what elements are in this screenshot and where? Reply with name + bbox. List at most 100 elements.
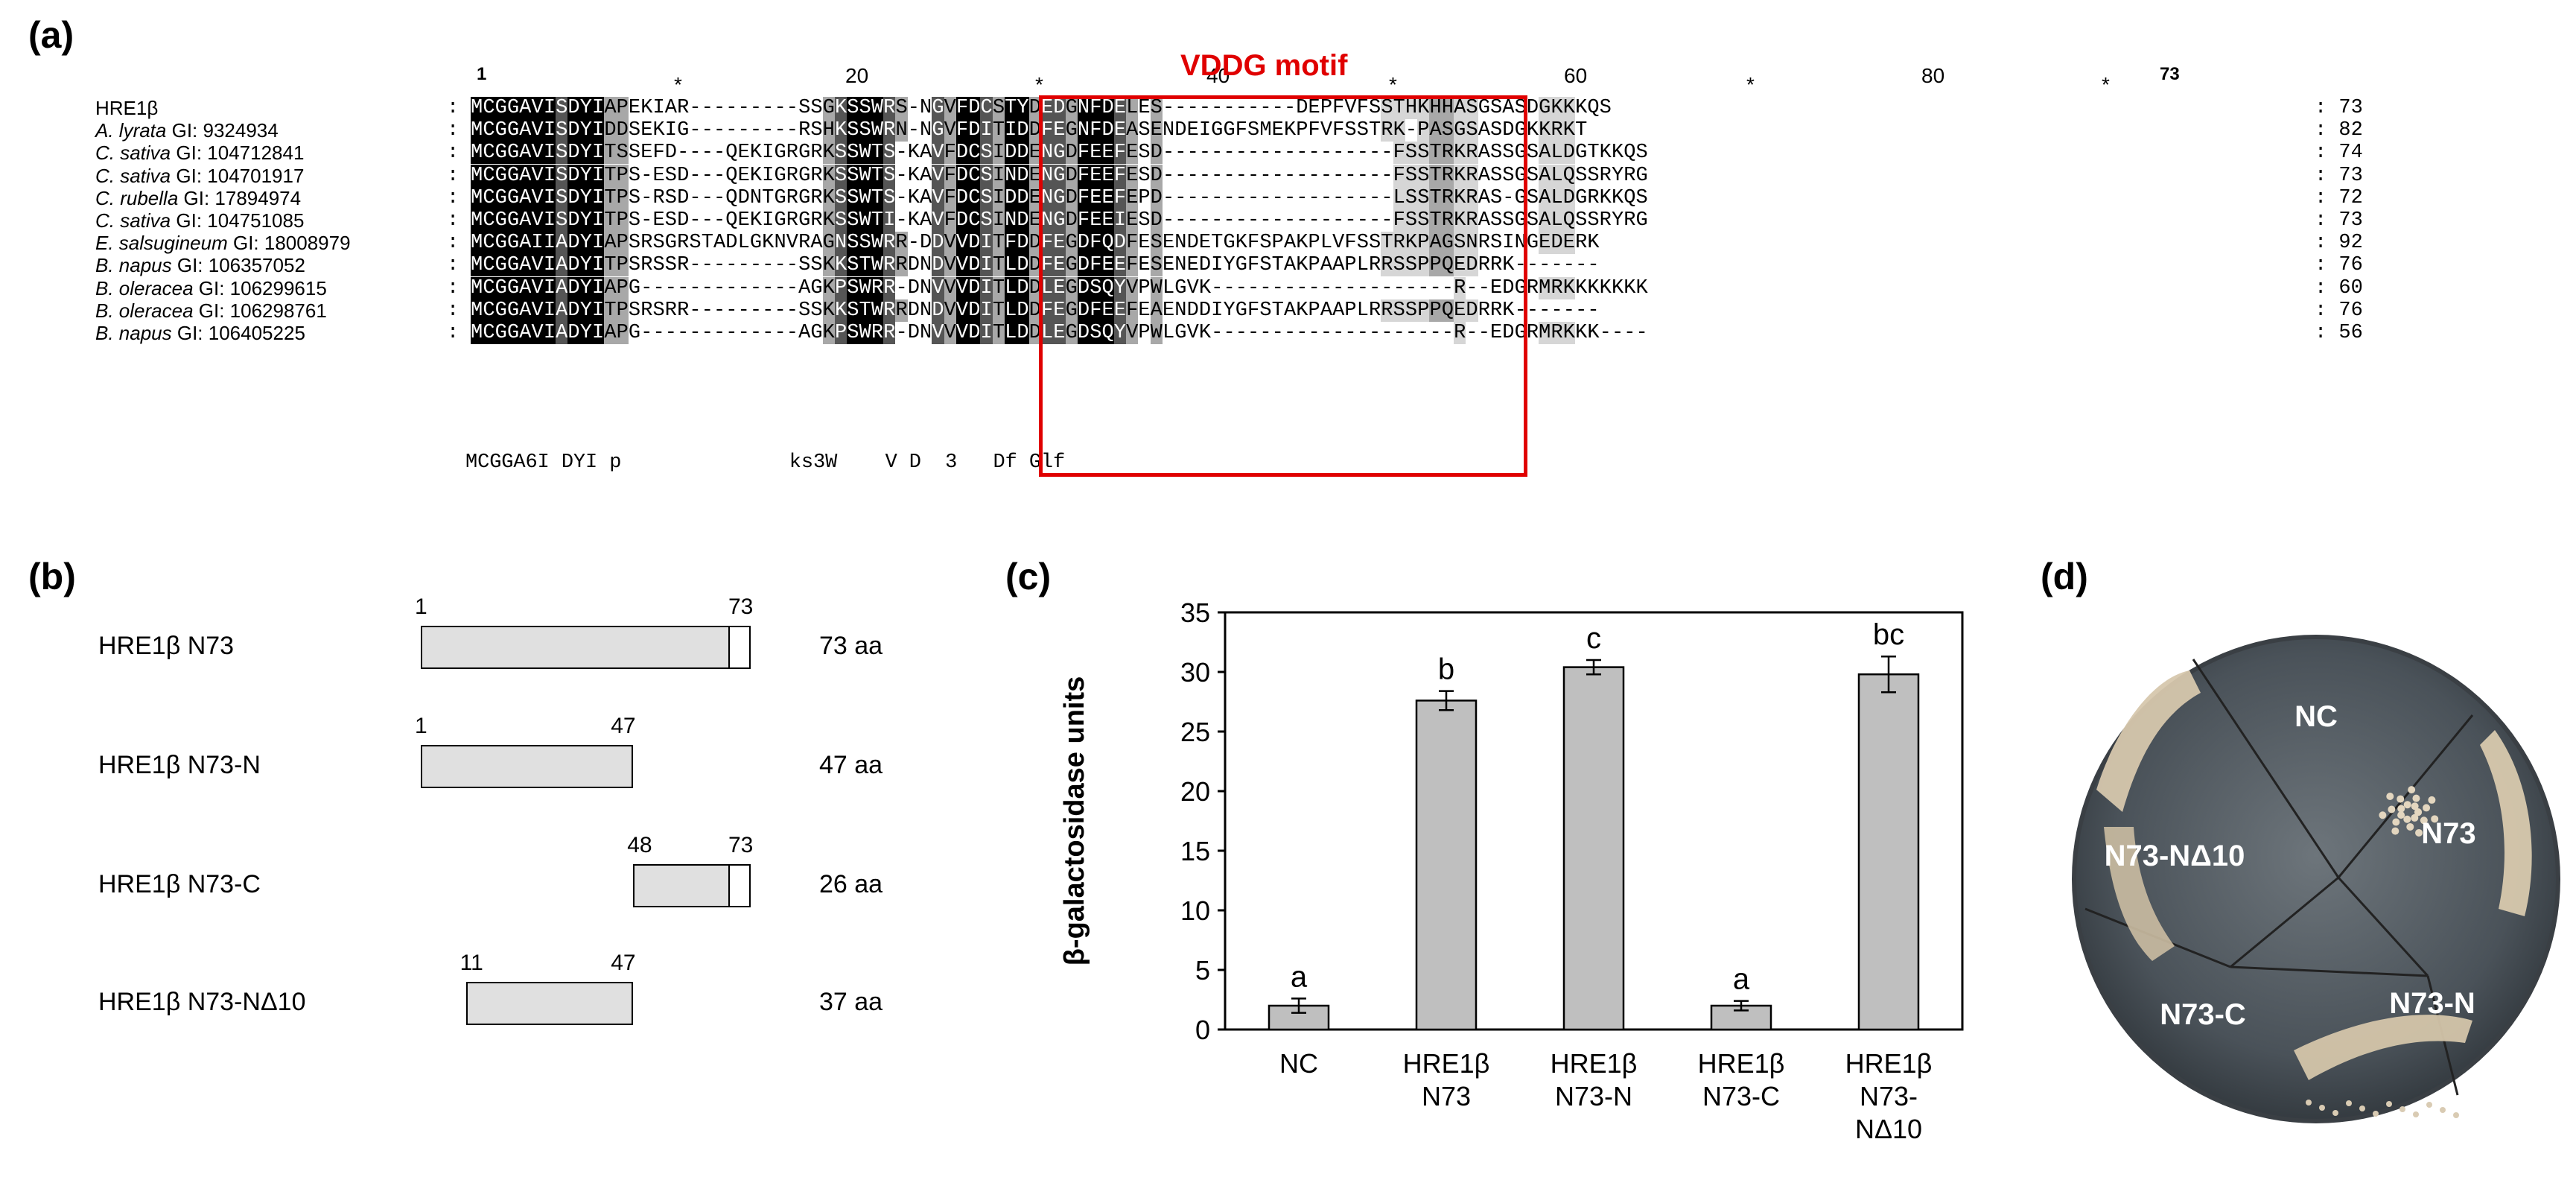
y-tick-label: 15: [1180, 836, 1210, 866]
ruler-mark: *: [1746, 73, 1755, 96]
sequence-length: : 74: [2315, 142, 2363, 165]
bar: [1415, 700, 1478, 1031]
yeast-colony: [2413, 1111, 2419, 1117]
bar: [1562, 666, 1625, 1031]
sequence-length: : 82: [2315, 119, 2363, 142]
yeast-colony: [2379, 811, 2387, 819]
yeast-colony: [2431, 815, 2439, 823]
yeast-colony: [2391, 827, 2400, 835]
significance-letter: a: [1291, 960, 1308, 993]
sequence-length: : 56: [2315, 322, 2363, 344]
sequence-separator: :: [447, 232, 459, 255]
yeast-colony: [2415, 828, 2423, 837]
x-tick-label: N73-C: [1702, 1081, 1780, 1111]
sequence-name: A. lyrata GI: 9324934: [95, 119, 279, 142]
yeast-streak: [2104, 827, 2175, 961]
y-tick-label: 30: [1180, 657, 1210, 688]
yeast-colony: [2346, 1100, 2352, 1106]
sequence-separator: :: [447, 276, 459, 299]
sequence-name: C. sativa GI: 104751085: [95, 209, 305, 232]
significance-letter: c: [1586, 622, 1601, 655]
construct-start: 48: [627, 833, 652, 857]
yeast-colony: [2406, 822, 2414, 831]
x-tick-label: N73-N: [1555, 1081, 1632, 1111]
construct-end: 73: [728, 833, 754, 857]
sector-divider: [2337, 876, 2429, 977]
x-tick-label: HRE1β: [1698, 1048, 1785, 1079]
panel-d-letter: (d): [2041, 556, 2088, 597]
sequence-row: MCGGAVIADYITPSRSRR---------SSKKSTWRRDNDV…: [471, 299, 1600, 322]
construct-start: 1: [415, 714, 427, 738]
plate-sector-label: N73: [2421, 817, 2475, 850]
construct-end: 73: [728, 594, 754, 619]
sequence-name: C. rubella GI: 17894974: [95, 186, 302, 209]
sector-divider: [2230, 965, 2429, 977]
sequence-separator: :: [447, 322, 459, 344]
yeast-colony: [2397, 811, 2405, 819]
yeast-colony: [2408, 786, 2416, 794]
plate-sector-label: N73-C: [2160, 998, 2246, 1031]
ruler-mark: 20: [845, 64, 869, 87]
yeast-colony: [2319, 1105, 2325, 1111]
sequence-row: MCGGAVISDYIAPEKIAR---------SSGKSSWRS-NGV…: [471, 97, 1612, 119]
agar-plate-photo: NC N73 N73-N N73-C N73-NΔ10: [2072, 635, 2560, 1123]
yeast-streak: [2294, 1015, 2472, 1080]
yeast-colony: [2403, 815, 2411, 823]
sector-divider: [2192, 659, 2340, 878]
yeast-colony: [2412, 794, 2420, 802]
construct-end: 47: [611, 951, 636, 975]
yeast-colony: [2386, 1101, 2392, 1107]
sequence-separator: :: [447, 186, 459, 209]
yeast-colony: [2397, 795, 2405, 803]
sequence-length: : 72: [2315, 186, 2363, 209]
y-tick-label: 25: [1180, 717, 1210, 747]
sequence-separator: :: [447, 119, 459, 142]
significance-letter: a: [1733, 963, 1750, 996]
y-tick-label: 0: [1195, 1015, 1210, 1045]
sequence-row: MCGGAVISDYITPS-RSD---QDNTGRGRKSSWTS-KAVF…: [471, 186, 1648, 209]
yeast-colony: [2426, 1102, 2432, 1108]
yeast-colony: [2400, 1106, 2405, 1112]
ruler-mark: *: [674, 73, 682, 96]
sequence-name: B. napus GI: 106357052: [95, 254, 305, 277]
construct-end: 47: [611, 714, 636, 738]
sequence-length: : 76: [2315, 299, 2363, 322]
construct-c-terminal-segment: [728, 627, 749, 667]
construct-box: [633, 864, 751, 907]
construct-label: HRE1β N73: [98, 632, 235, 660]
construct-label: HRE1β N73-N: [98, 751, 261, 779]
sequence-row: MCGGAVISDYIDDSEKIG---------RSHKSSWRN-NGV…: [471, 119, 1588, 142]
bar: [1857, 673, 1920, 1031]
sequence-length: : 76: [2315, 254, 2363, 277]
plate-sector-label: N73-N: [2389, 987, 2475, 1020]
sequence-name: B. oleracea GI: 106298761: [95, 299, 327, 322]
sequence-row: MCGGAVISDYITPS-ESD---QEKIGRGRKSSWTI-KAVF…: [471, 209, 1648, 232]
x-tick-label: N73-: [1860, 1081, 1918, 1111]
construct-diagram: HRE1β N73 1 73 73 aa HRE1β N73-N 1 47 47 aa HRE1…: [0, 566, 983, 1028]
yeast-colony: [2388, 805, 2396, 813]
sequence-separator: :: [447, 142, 459, 165]
yeast-colony: [2453, 1112, 2459, 1118]
sequence-length: : 73: [2315, 209, 2363, 232]
yeast-colony: [2403, 801, 2411, 809]
construct-c-terminal-segment: [728, 866, 749, 906]
sequence-alignment: 1 * 20 * 40 * 60 * 80 * 73 HRE1β: A. lyrata GI: 932…: [0, 0, 2576, 521]
panel-a-letter: (a): [28, 14, 74, 56]
sequence-name: C. sativa GI: 104701917: [95, 164, 305, 187]
sector-divider: [2230, 876, 2339, 968]
construct-length: 47 aa: [819, 751, 883, 779]
construct-label: HRE1β N73-C: [98, 870, 261, 898]
y-axis-label: β-galactosidase units: [1059, 676, 1090, 966]
consensus-line: MCGGA6I DYI p ks3W V D 3 Df Glf: [465, 451, 1066, 474]
sequence-row: MCGGAVISDYITPS-ESD---QEKIGRGRKSSWTS-KAVF…: [471, 164, 1648, 187]
x-tick-label: NΔ10: [1855, 1114, 1922, 1144]
construct-length: 73 aa: [819, 632, 883, 660]
construct-box: [421, 745, 634, 788]
plate-sector-label: NC: [2294, 700, 2338, 733]
construct-start: 1: [415, 594, 427, 619]
yeast-streak: [2096, 670, 2201, 812]
significance-letter: bc: [1873, 618, 1904, 651]
panel-b-letter: (b): [28, 556, 76, 597]
sequence-length: : 73: [2315, 97, 2363, 119]
yeast-colony: [2332, 1110, 2338, 1116]
